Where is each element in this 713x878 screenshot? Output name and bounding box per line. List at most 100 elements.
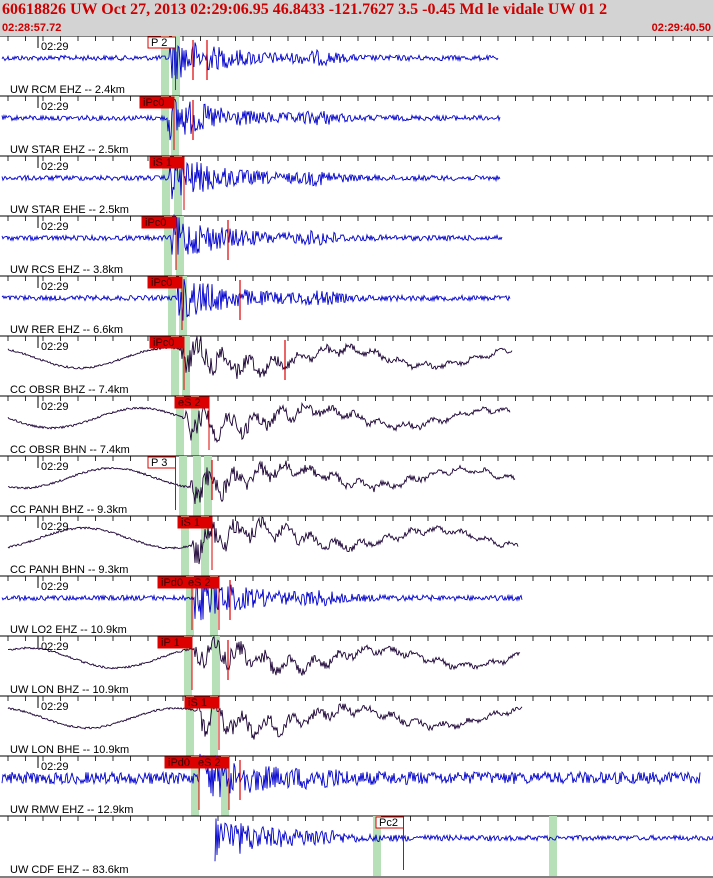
- pick-highlight: [221, 756, 229, 816]
- pick-highlight: [186, 576, 194, 636]
- pick-highlight: [168, 276, 176, 336]
- pick-label: P 3: [151, 457, 167, 469]
- pick-highlight: [162, 156, 170, 216]
- pick-highlight: [171, 96, 179, 156]
- pick-label: iS 1: [188, 697, 207, 709]
- station-label: UW LON BHE -- 10.9km: [10, 744, 129, 756]
- window-start-time: 02:28:57.72: [2, 22, 62, 34]
- minute-label: 02:29: [41, 341, 69, 353]
- pick-label: iPc0: [143, 97, 164, 109]
- station-label: UW RCS EHZ -- 3.8km: [10, 264, 123, 276]
- minute-label: 02:29: [41, 461, 69, 473]
- pick-highlight: [176, 216, 184, 276]
- station-label: CC OBSR BHZ -- 7.4km: [10, 384, 129, 396]
- trace-row[interactable]: 02:29 iP 1UW LON BHZ -- 10.9km: [0, 635, 713, 696]
- station-label: CC PANH BHN -- 9.3km: [10, 564, 128, 576]
- pick-highlight: [186, 696, 194, 756]
- trace-row[interactable]: 02:29 iPc0 UW RER EHZ -- 6.6km: [0, 275, 713, 336]
- pick-label: iPc0: [153, 337, 174, 349]
- waveform: [214, 818, 713, 862]
- trace-row[interactable]: 02:29 iS 1 CC PANH BHN -- 9.3km: [0, 515, 713, 576]
- waveform: [1, 214, 503, 255]
- waveform: [1, 39, 499, 80]
- trace-row[interactable]: 02:29 eS 2 CC OBSR BHN -- 7.4km: [0, 395, 713, 456]
- event-title: 60618826 UW Oct 27, 2013 02:29:06.95 46.…: [2, 1, 608, 18]
- pick-highlight: [204, 456, 212, 516]
- minute-label: 02:29: [41, 581, 69, 593]
- pick-label: P 2: [151, 37, 167, 49]
- waveform: [7, 697, 523, 740]
- station-label: UW STAR EHE -- 2.5km: [10, 204, 129, 216]
- trace-row[interactable]: 02:29 iS 1 UW STAR EHE -- 2.5km: [0, 155, 713, 216]
- pick-highlight: [176, 396, 184, 456]
- waveform: [1, 158, 501, 200]
- minute-label: 02:29: [41, 221, 69, 233]
- pick-highlight: [373, 816, 381, 876]
- trace-row[interactable]: 02:29 iPc0 CC OBSR BHZ -- 7.4km: [0, 335, 713, 396]
- trace-row[interactable]: 02:29 P 3 CC PANH BHZ -- 9.3km: [0, 455, 713, 516]
- trace-row[interactable]: 02:29 P 2 UW RCM EHZ -- 2.4km: [0, 36, 713, 96]
- pick-label: iS 1: [153, 157, 172, 169]
- minute-label: 02:29: [41, 281, 69, 293]
- pick-highlight: [191, 756, 199, 816]
- trace-row[interactable]: 02:29 iPc0 UW RCS EHZ -- 3.8km: [0, 214, 713, 277]
- station-label: UW CDF EHZ -- 83.6km: [10, 864, 129, 876]
- pick-label: iPd0: [168, 757, 190, 769]
- pick-highlight: [210, 696, 218, 756]
- pick-highlight: [161, 36, 169, 96]
- waveform: [1, 279, 511, 321]
- waveform: [1, 579, 523, 621]
- minute-label: 02:29: [41, 521, 69, 533]
- station-label: UW STAR EHZ -- 2.5km: [10, 144, 128, 156]
- pick-label: iPc0: [151, 277, 172, 289]
- minute-label: 02:29: [41, 401, 69, 413]
- pick-highlight: [171, 336, 179, 396]
- pick-highlight: [184, 636, 192, 696]
- window-end-time: 02:29:40.50: [651, 22, 711, 34]
- station-label: UW LON BHZ -- 10.9km: [10, 684, 129, 696]
- pick-highlight: [174, 156, 182, 216]
- seismogram-panel[interactable]: 02:29 P 2 UW RCM EHZ -- 2.4km 02:29 iPc0 UW S…: [0, 36, 713, 878]
- pick-label: eS 2: [178, 397, 201, 409]
- pick-highlight: [201, 516, 209, 576]
- pick-label: iPd0: [161, 577, 183, 589]
- station-label: CC OBSR BHN -- 7.4km: [10, 444, 130, 456]
- pick-label: iS 1: [181, 517, 200, 529]
- minute-label: 02:29: [41, 101, 69, 113]
- pick-label: iPc0: [145, 217, 166, 229]
- trace-row[interactable]: 02:29 iPd0 eS 2 UW LO2 EHZ -- 10.9km: [0, 575, 713, 636]
- station-label: CC PANH BHZ -- 9.3km: [10, 504, 127, 516]
- minute-label: 02:29: [41, 161, 69, 173]
- pick-highlight: [191, 396, 199, 456]
- pick-label: eS 2: [188, 577, 211, 589]
- station-label: UW LO2 EHZ -- 10.9km: [10, 624, 127, 636]
- trace-row[interactable]: Pc2 UW CDF EHZ -- 83.6km: [0, 815, 713, 876]
- pick-label: Pc2: [379, 817, 398, 829]
- waveform: [7, 635, 521, 676]
- waveform: [7, 336, 513, 379]
- waveform: [8, 460, 516, 505]
- pick-label: eS 2: [198, 757, 221, 769]
- minute-label: 02:29: [41, 701, 69, 713]
- pick-highlight: [161, 96, 169, 156]
- minute-label: 02:29: [41, 41, 69, 53]
- trace-row[interactable]: 02:29 iPd0 eS 2 UW RMW EHZ -- 12.9km: [0, 753, 713, 816]
- waveform: [7, 402, 511, 444]
- pick-label: iP 1: [161, 637, 180, 649]
- pick-highlight: [210, 576, 218, 636]
- waveform: [1, 753, 701, 798]
- pick-highlight: [193, 456, 201, 516]
- pick-highlight: [549, 816, 557, 876]
- pick-highlight: [164, 216, 172, 276]
- minute-label: 02:29: [41, 761, 69, 773]
- pick-highlight: [181, 516, 189, 576]
- station-label: UW RER EHZ -- 6.6km: [10, 324, 123, 336]
- station-label: UW RMW EHZ -- 12.9km: [10, 804, 133, 816]
- header-bar: 60618826 UW Oct 27, 2013 02:29:06.95 46.…: [0, 0, 713, 36]
- pick-highlight: [212, 636, 220, 696]
- station-label: UW RCM EHZ -- 2.4km: [10, 84, 125, 96]
- trace-row[interactable]: 02:29 iPc0 UW STAR EHZ -- 2.5km: [0, 95, 713, 156]
- trace-row[interactable]: 02:29 iS 1 UW LON BHE -- 10.9km: [0, 695, 713, 756]
- waveform: [7, 516, 519, 565]
- waveform: [1, 99, 501, 141]
